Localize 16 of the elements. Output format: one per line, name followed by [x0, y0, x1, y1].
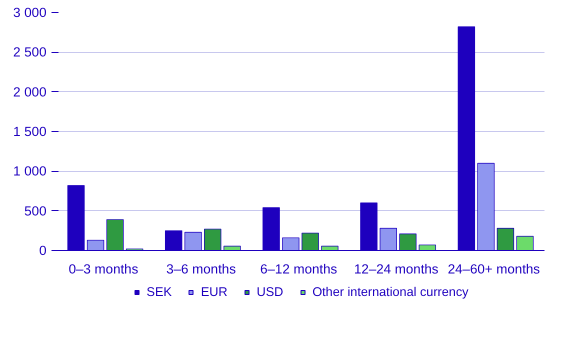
x-tick-label: 0–3 months	[68, 262, 139, 276]
legend-label: Other international currency	[312, 285, 468, 299]
x-tick-label: 3–6 months	[166, 262, 236, 276]
y-tick-label: 2 000	[13, 84, 47, 100]
y-tick-label: 2 500	[13, 44, 47, 60]
y-tick-label: 1 000	[13, 164, 47, 179]
x-tick-label: 6–12 months	[260, 262, 338, 276]
x-tick-label: 24–60+ months	[448, 262, 540, 276]
legend-label: SEK	[146, 285, 172, 299]
y-tick-label: 0	[39, 243, 47, 258]
y-tick-label: 3 000	[13, 5, 47, 20]
y-tick-label: 500	[24, 203, 47, 218]
legend-label: EUR	[200, 285, 228, 299]
legend-label: USD	[256, 285, 284, 299]
x-tick-label: 12–24 months	[354, 262, 439, 276]
y-tick-label: 1 500	[13, 124, 47, 139]
